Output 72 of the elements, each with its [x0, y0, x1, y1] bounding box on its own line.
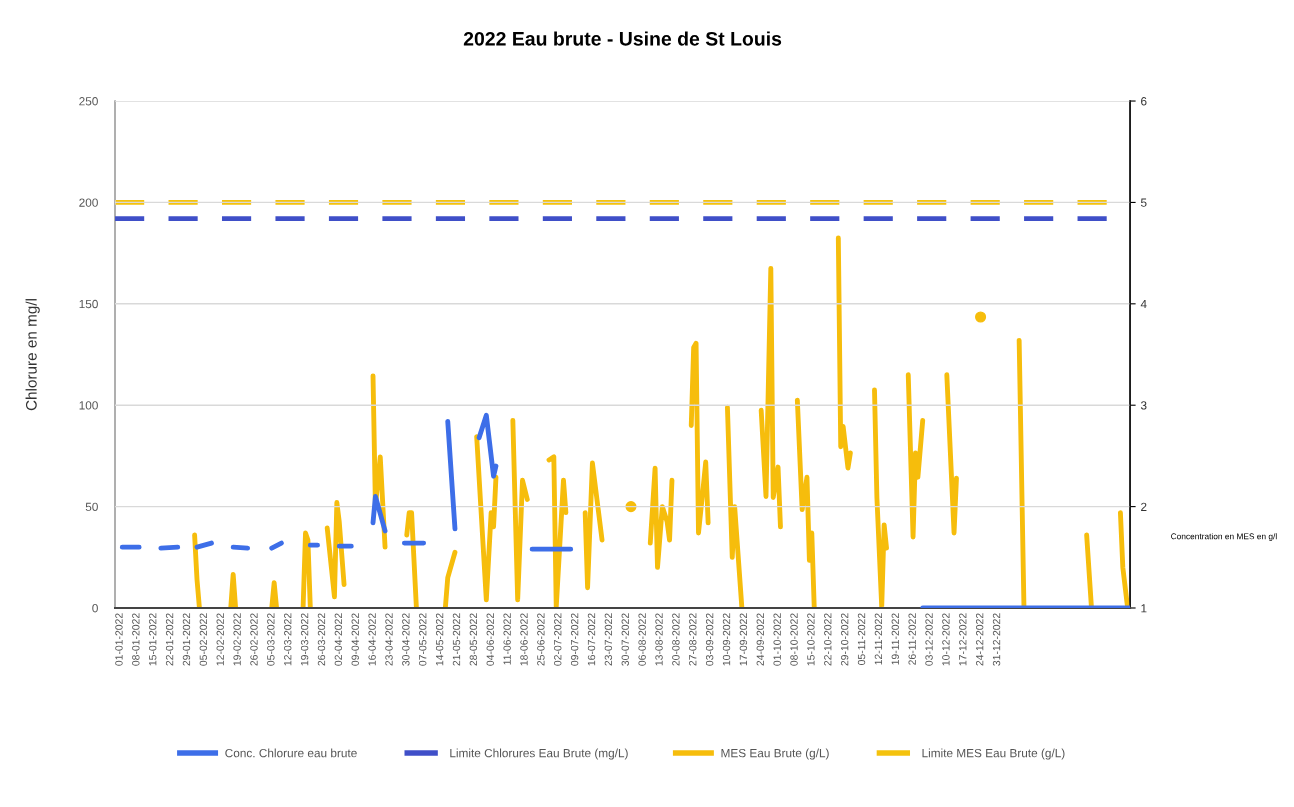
x-tick-label: 14-05-2022 [435, 613, 444, 666]
x-tick-label: 23-07-2022 [604, 613, 613, 666]
x-tick-label: 03-09-2022 [705, 613, 714, 666]
x-tick-label: 09-04-2022 [351, 613, 359, 666]
x-tick-label: 15-10-2022 [807, 613, 815, 666]
x-tick-label: 12-03-2022 [284, 613, 292, 666]
legend-label: Conc. Chlorure eau brute [225, 748, 357, 758]
y2-tick-label: 5 [1140, 198, 1147, 207]
legend-label: Limite MES Eau Brute (g/L) [922, 748, 1065, 760]
x-tick-label: 08-10-2022 [790, 613, 798, 666]
x-tick-label: 13-08-2022 [655, 613, 663, 666]
x-tick-label: 07-05-2022 [419, 613, 427, 666]
x-tick-label: 10-09-2022 [722, 613, 731, 666]
x-tick-label: 23-04-2022 [385, 613, 393, 666]
y-tick-label: 100 [79, 401, 98, 410]
x-tick-label: 16-07-2022 [587, 613, 596, 666]
legend-label: Limite Chlorures Eau Brute (mg/L) [450, 748, 628, 760]
x-tick-label: 05-11-2022 [857, 613, 866, 665]
x-tick-label: 02-04-2022 [334, 613, 343, 666]
x-tick-label: 26-11-2022 [908, 613, 916, 665]
y2-tick-label: 3 [1140, 401, 1147, 410]
x-tick-label: 18-06-2022 [520, 613, 528, 666]
x-tick-label: 21-05-2022 [452, 613, 461, 666]
x-tick-label: 19-02-2022 [233, 613, 241, 666]
x-tick-label: 29-01-2022 [182, 613, 191, 666]
x-tick-label: 20-08-2022 [672, 613, 680, 666]
x-tick-label: 01-10-2022 [773, 613, 781, 666]
x-tick-label: 26-03-2022 [317, 613, 326, 666]
y-tick-label: 200 [79, 198, 98, 207]
x-tick-label: 09-07-2022 [570, 613, 579, 666]
y-tick-label: 250 [79, 97, 98, 106]
x-tick-label: 25-06-2022 [537, 613, 545, 666]
y-tick-label: 50 [85, 502, 98, 511]
x-tick-label: 16-04-2022 [368, 613, 376, 666]
x-tick-label: 06-08-2022 [638, 613, 646, 666]
x-tick-label: 12-11-2022 [874, 613, 883, 665]
x-tick-label: 29-10-2022 [840, 613, 849, 666]
x-tick-label: 22-01-2022 [165, 613, 174, 666]
x-tick-label: 24-09-2022 [756, 613, 764, 666]
x-tick-label: 05-02-2022 [199, 613, 208, 666]
y-tick-label: 0 [92, 604, 98, 613]
x-tick-label: 28-05-2022 [469, 613, 478, 666]
x-tick-label: 05-03-2022 [267, 613, 275, 666]
x-tick-label: 11-06-2022 [503, 613, 511, 665]
x-tick-label: 08-01-2022 [132, 613, 140, 666]
y2-tick-label: 4 [1140, 299, 1147, 309]
y2-tick-label: 2 [1141, 502, 1147, 511]
x-tick-label: 10-12-2022 [942, 613, 950, 666]
x-tick-label: 26-02-2022 [250, 613, 258, 666]
x-tick-label: 03-12-2022 [925, 613, 933, 666]
x-tick-label: 02-07-2022 [554, 613, 562, 666]
x-tick-label: 12-02-2022 [216, 613, 224, 666]
y2-tick-label: 1 [1141, 604, 1147, 613]
x-tick-label: 19-11-2022 [891, 613, 899, 665]
x-tick-label: 17-09-2022 [739, 613, 748, 666]
x-tick-label: 17-12-2022 [959, 613, 967, 666]
x-tick-label: 30-07-2022 [621, 613, 629, 666]
y-tick-label: 150 [79, 299, 98, 309]
legend-label: MES Eau Brute (g/L) [721, 748, 829, 760]
x-tick-label: 01-01-2022 [115, 613, 123, 666]
y2-axis-title: Concentration en MES en g/l [1171, 533, 1277, 541]
y2-tick-label: 6 [1141, 97, 1147, 106]
x-tick-label: 27-08-2022 [689, 613, 697, 666]
x-tick-label: 22-10-2022 [824, 613, 832, 666]
x-tick-label: 04-06-2022 [486, 613, 494, 666]
x-tick-label: 30-04-2022 [402, 613, 410, 666]
x-tick-label: 15-01-2022 [149, 613, 157, 666]
x-tick-label: 31-12-2022 [992, 613, 1001, 666]
chart-title: 2022 Eau brute - Usine de St Louis [463, 31, 782, 46]
x-tick-label: 24-12-2022 [975, 613, 984, 666]
y-axis-title: Chlorure en mg/l [25, 299, 40, 411]
x-tick-label: 19-03-2022 [300, 613, 309, 666]
